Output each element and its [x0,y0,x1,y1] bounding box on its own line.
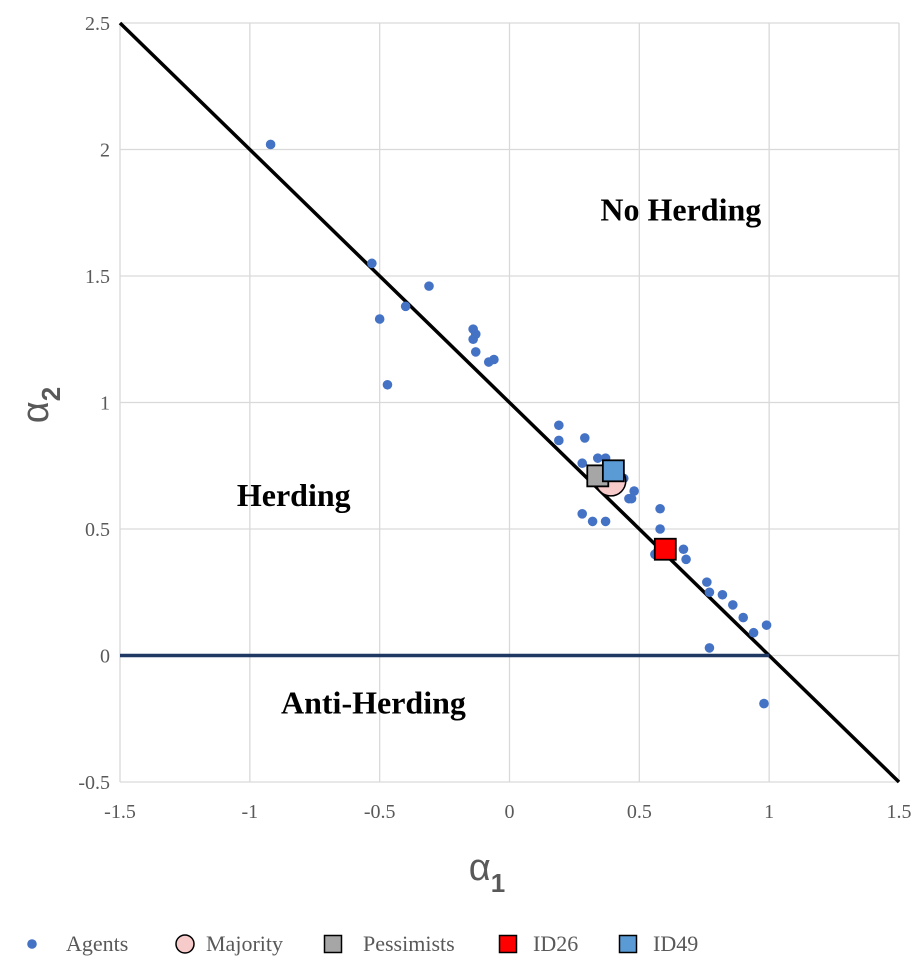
agent-point [629,486,639,496]
agent-point [374,314,385,324]
agent-point [580,433,590,443]
agent-point [424,281,434,291]
agent-point [704,587,715,598]
legend-swatch [323,934,343,954]
annotation-anti-herding: Anti-Herding [281,685,466,721]
legend-swatch [498,934,518,954]
y-tick-label: 2.5 [85,13,110,35]
agent-point [759,698,769,709]
legend-swatch [27,939,37,949]
annotation-no-herding: No Herding [600,191,761,227]
region-labels: No Herding Herding Anti-Herding [237,191,761,720]
agent-point [592,453,603,463]
x-tick-label: 1 [764,801,774,823]
agent-point [470,347,481,357]
agent-point [738,612,748,623]
agent-point [382,379,393,390]
x-axis-title: α1 [469,847,505,898]
legend-label: ID49 [653,931,698,956]
x-tick-label: -1 [241,801,258,823]
legend-label: Majority [206,931,283,956]
agent-point [367,258,377,269]
agent-point [265,139,276,150]
agent-point [655,503,665,514]
agent-point [489,354,499,365]
agent-point [554,435,564,446]
y-tick-label: -0.5 [78,772,110,794]
id26-point [653,537,677,561]
y-tick-label: 0 [100,646,110,668]
y-tick-label: 1 [100,393,110,415]
x-tick-label: 1.5 [887,801,912,823]
legend-label: ID26 [533,931,578,956]
legend-swatch [618,934,638,954]
x-tick-label: 0.5 [627,801,652,823]
y-axis-title-main: α [15,401,57,423]
legend-label: Agents [66,931,128,956]
agent-point [468,334,478,345]
reference-lines [118,21,901,784]
agent-point [678,544,689,555]
agent-point [704,643,715,653]
legend-label: Pessimists [363,931,455,956]
agent-point [554,420,564,431]
agent-point [626,493,637,504]
legend: Agents Majority Pessimists ID26 ID49 [27,931,698,956]
legend-swatch [175,934,195,954]
agent-point [681,554,691,565]
x-tick-label: 0 [505,801,515,823]
y-tick-label: 1.5 [85,266,110,288]
agent-point [728,600,738,610]
agent-point [577,458,588,469]
gridlines [119,22,900,783]
tick-labels: -1.5 -1 -0.5 0 0.5 1 1.5 -0.5 0 0.5 1 1.5 2 2.5 [78,13,911,823]
annotation-herding: Herding [237,477,351,513]
y-axis-title-sub: 2 [36,387,66,401]
x-tick-label: -1.5 [104,801,136,823]
agent-point [748,627,759,638]
id49-point [601,459,625,483]
y-tick-label: 0.5 [85,519,110,541]
agent-point [600,516,611,527]
x-axis-title-main: α [469,847,491,889]
agent-point [655,524,665,534]
y-axis-title: α2 [15,387,66,423]
agent-point [577,509,588,519]
agent-point [761,620,772,630]
agent-point [702,577,712,587]
agent-point [587,516,598,527]
agent-point [717,589,728,600]
agent-point [400,301,411,312]
x-axis-title-sub: 1 [491,868,505,898]
y-tick-label: 2 [100,140,110,162]
data-points [265,139,772,709]
x-tick-label: -0.5 [364,801,396,823]
